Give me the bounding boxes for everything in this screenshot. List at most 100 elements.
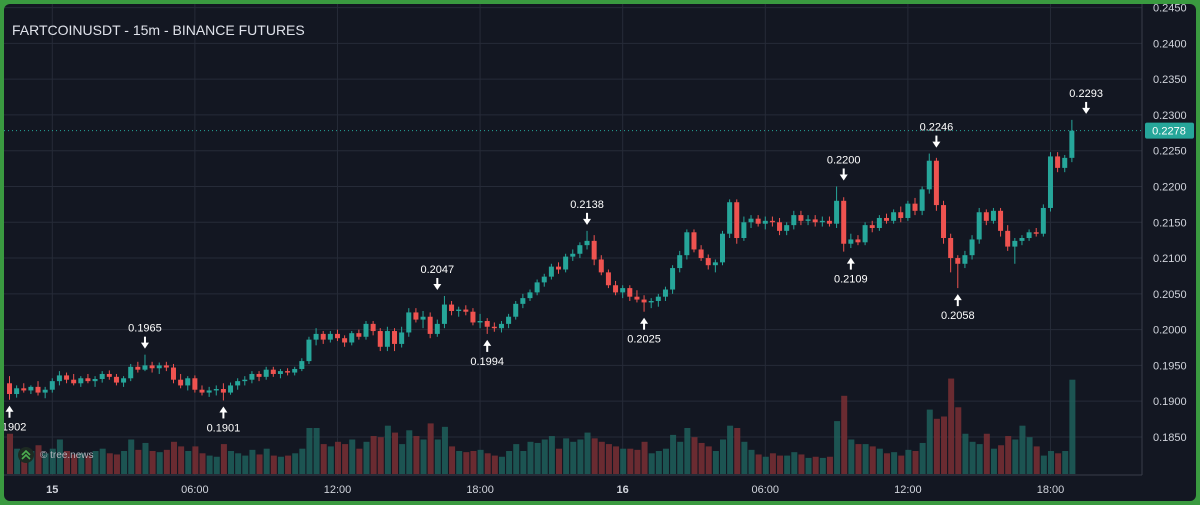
volume-bar <box>270 455 277 474</box>
volume-bar <box>620 448 627 474</box>
candle-body <box>1033 232 1039 234</box>
volume-bar <box>413 436 420 474</box>
annotation-low: 0.2025 <box>627 317 661 346</box>
chart-window: 0.2278 0.1902 0.1965 0.1901 0.2047 0.1994 0.2… <box>4 4 1196 501</box>
y-tick-label: 0.1950 <box>1153 360 1187 372</box>
candle-body <box>762 220 768 224</box>
volume-bar <box>313 428 320 474</box>
volume-bar <box>777 455 784 474</box>
last-price-badge <box>1145 122 1194 139</box>
arrow-stem <box>935 135 938 143</box>
candle-body <box>285 371 291 373</box>
candle-body <box>926 160 932 190</box>
volume-bar <box>826 456 833 474</box>
y-tick-label: 0.2350 <box>1153 74 1187 86</box>
candle-body <box>277 371 283 374</box>
volume-bar <box>263 448 270 474</box>
candle-body <box>998 210 1004 231</box>
candle-body <box>662 289 668 297</box>
candle-body <box>634 296 640 300</box>
volume-bar <box>734 428 741 474</box>
volume-bar <box>306 428 313 474</box>
volume-bar <box>556 448 563 474</box>
volume-bar <box>627 448 634 474</box>
candle-body <box>270 369 276 374</box>
volume-bar <box>855 444 862 474</box>
y-tick-label: 0.2150 <box>1153 217 1187 229</box>
volume-bar <box>192 446 199 474</box>
volume-bar <box>377 437 384 474</box>
candle-body <box>228 385 234 393</box>
arrow-down-icon <box>583 218 592 225</box>
volume-bar <box>1062 451 1069 474</box>
volume-bar <box>491 455 498 474</box>
candle-body <box>584 240 590 246</box>
candle-body <box>791 215 797 226</box>
volume-bar <box>463 452 470 474</box>
volume-bar <box>477 449 484 474</box>
volume-bar <box>85 455 92 474</box>
volume-bar <box>128 439 135 474</box>
candle-body <box>513 303 519 317</box>
volume-bar <box>406 430 413 474</box>
candle-body <box>71 379 77 384</box>
volume-bar <box>292 453 299 474</box>
time-axis: 15 06:00 12:00 18:00 16 06:00 12:00 18:00 <box>4 474 1142 496</box>
volume-bar <box>199 453 206 474</box>
volume-bar <box>541 439 548 474</box>
volume-bar <box>470 451 477 474</box>
candle-body <box>876 217 882 228</box>
volume-bar <box>727 425 734 474</box>
arrow-down-icon <box>839 174 848 181</box>
volume-bar <box>955 407 962 474</box>
volume-bar <box>641 441 648 474</box>
annotation-low: 0.1902 <box>4 405 26 434</box>
volume-bar <box>484 453 491 474</box>
volume-bar <box>1012 439 1019 474</box>
arrow-up-icon <box>483 339 492 346</box>
candlestick-chart[interactable]: 0.2278 0.1902 0.1965 0.1901 0.2047 0.1994 0.2… <box>4 4 1196 501</box>
annotation-label: 0.2200 <box>827 154 861 166</box>
volume-bar <box>563 438 570 474</box>
annotation-label: 0.1994 <box>470 356 504 368</box>
volume-bar <box>384 425 391 474</box>
x-tick-label: 18:00 <box>1037 484 1065 496</box>
candle-body <box>470 311 476 323</box>
volume-bar <box>591 438 598 474</box>
candle-body <box>556 266 562 270</box>
volume-bar <box>1019 425 1026 474</box>
candle-body <box>477 321 483 323</box>
candle-body <box>263 369 269 377</box>
candle-body <box>206 390 212 393</box>
candle-body <box>520 298 526 304</box>
candle-body <box>541 276 547 283</box>
candle-body <box>1040 207 1046 234</box>
volume-bar <box>605 444 612 474</box>
volume-bar <box>812 456 819 474</box>
volume-bar <box>235 453 242 474</box>
candle-body <box>990 210 996 221</box>
candle-body <box>306 339 312 362</box>
volume-bar <box>570 441 577 474</box>
arrow-up-icon <box>640 317 649 324</box>
volume-bar <box>149 451 156 474</box>
volume-bar <box>28 451 35 474</box>
x-tick-label: 15 <box>46 484 58 496</box>
candle-body <box>85 378 91 382</box>
volume-bar <box>613 446 620 474</box>
candle-body <box>363 323 369 337</box>
candle-body <box>691 232 697 250</box>
volume-bar <box>784 455 791 474</box>
candle-body <box>563 256 569 270</box>
volume-bar <box>78 453 85 474</box>
candle-body <box>420 316 426 320</box>
volume-bar <box>577 439 584 474</box>
volume-bar <box>905 449 912 474</box>
volume-bar <box>534 442 541 474</box>
x-tick-label: 16 <box>617 484 629 496</box>
volume-bar <box>1033 446 1040 474</box>
candle-body <box>370 323 376 332</box>
candle-body <box>862 225 868 243</box>
volume-bar <box>698 442 705 474</box>
volume-bar <box>277 456 284 474</box>
